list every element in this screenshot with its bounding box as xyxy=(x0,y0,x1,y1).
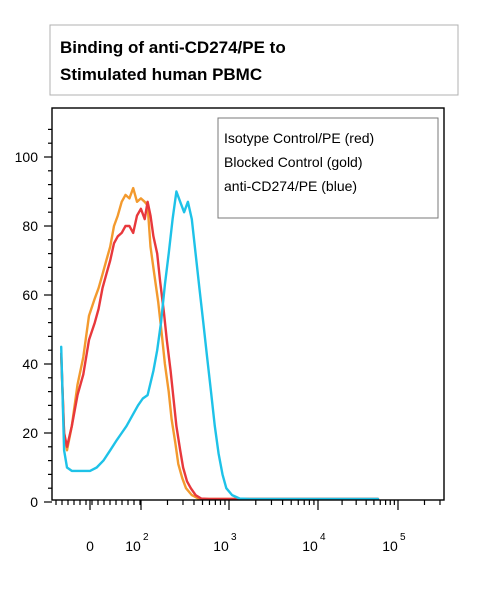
y-tick-label: 0 xyxy=(30,494,38,510)
y-tick-label: 60 xyxy=(22,287,38,303)
x-tick-label-exponent: 5 xyxy=(400,532,406,543)
legend-box xyxy=(217,117,439,219)
series-line-anti-cd274 xyxy=(60,190,380,501)
x-tick-label: 10 xyxy=(125,538,141,554)
series-line-blocked-control xyxy=(60,186,380,501)
y-tick-label: 80 xyxy=(22,218,38,234)
y-axis: 0 20 40 60 80 100 xyxy=(15,128,52,510)
y-tick-label: 20 xyxy=(22,425,38,441)
x-tick-label-exponent: 2 xyxy=(143,532,149,543)
x-tick-label: 0 xyxy=(86,538,94,554)
legend-entry-blocked: Blocked Control (gold) xyxy=(224,154,363,170)
x-tick-label-exponent: 3 xyxy=(231,532,237,543)
title-box xyxy=(49,24,459,96)
plot-frame xyxy=(51,107,445,501)
series-group xyxy=(60,186,380,501)
y-tick-label: 40 xyxy=(22,356,38,372)
y-tick-label: 100 xyxy=(15,149,39,165)
legend-entry-isotype: Isotype Control/PE (red) xyxy=(224,130,374,146)
x-tick-label: 10 xyxy=(302,538,318,554)
x-tick-label: 10 xyxy=(213,538,229,554)
x-tick-label-exponent: 4 xyxy=(320,532,326,543)
legend-entry-anti-cd274: anti-CD274/PE (blue) xyxy=(224,178,357,194)
series-line-isotype-control xyxy=(60,200,380,501)
x-tick-label: 10 xyxy=(382,538,398,554)
chart-title-line-2: Stimulated human PBMC xyxy=(60,65,262,84)
chart-title-line-1: Binding of anti-CD274/PE to xyxy=(60,38,286,57)
